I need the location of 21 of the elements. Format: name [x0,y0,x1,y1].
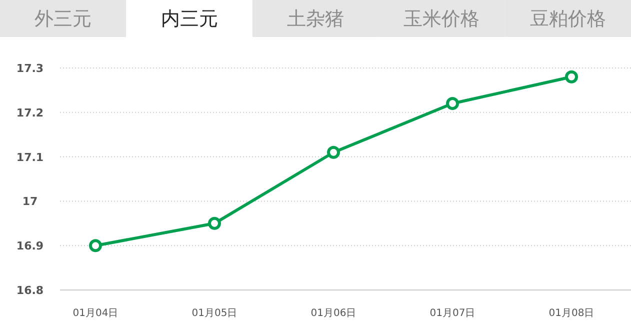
y-tick-label: 17 [22,195,38,208]
y-tick-label: 16.8 [16,284,44,297]
point [327,146,340,159]
x-tick-label: 01月06日 [310,308,356,319]
chart-title: 内三元 [160,8,218,30]
y-tick-label: 17.2 [16,106,44,120]
x-tick-label: 01月04日 [72,308,118,319]
point [89,239,102,252]
x-tick-label: 01月05日 [192,308,238,319]
y-tick-label: 17.3 [16,62,44,75]
text: 土杂猪 [287,8,344,30]
x-tick-label: 01月07日 [430,308,476,319]
y-tick-label: 16.9 [16,240,44,253]
text: 玉米价格 [404,8,480,30]
point [446,97,459,110]
text: 外三元 [34,8,92,30]
point [208,216,221,230]
y-tick-label: 17.1 [16,150,44,164]
point [565,70,578,84]
text: 豆粕价格 [530,8,606,30]
x-tick-label: 01月08日 [548,308,594,319]
